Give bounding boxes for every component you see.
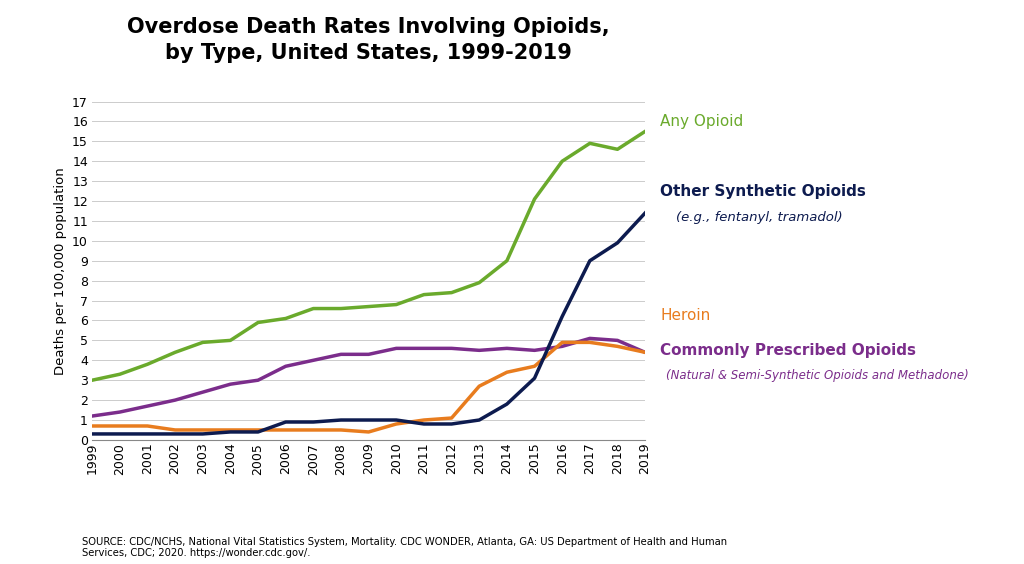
Text: www.cdc.gov: www.cdc.gov xyxy=(806,508,961,528)
Text: SOURCE: CDC/NCHS, National Vital Statistics System, Mortality. CDC WONDER, Atlan: SOURCE: CDC/NCHS, National Vital Statist… xyxy=(82,537,727,558)
Text: Other Synthetic Opioids: Other Synthetic Opioids xyxy=(660,184,866,199)
Text: Commonly Prescribed Opioids: Commonly Prescribed Opioids xyxy=(660,343,916,358)
Text: Your Source for Credible Health Information: Your Source for Credible Health Informat… xyxy=(777,540,989,550)
Text: (e.g., fentanyl, tramadol): (e.g., fentanyl, tramadol) xyxy=(676,210,843,224)
Text: Heroin: Heroin xyxy=(660,309,711,323)
Text: Overdose Death Rates Involving Opioids,
by Type, United States, 1999-2019: Overdose Death Rates Involving Opioids, … xyxy=(127,17,610,63)
Text: Any Opioid: Any Opioid xyxy=(660,114,743,129)
Text: (Natural & Semi-Synthetic Opioids and Methadone): (Natural & Semi-Synthetic Opioids and Me… xyxy=(666,368,969,382)
Y-axis label: Deaths per 100,000 population: Deaths per 100,000 population xyxy=(53,167,67,374)
